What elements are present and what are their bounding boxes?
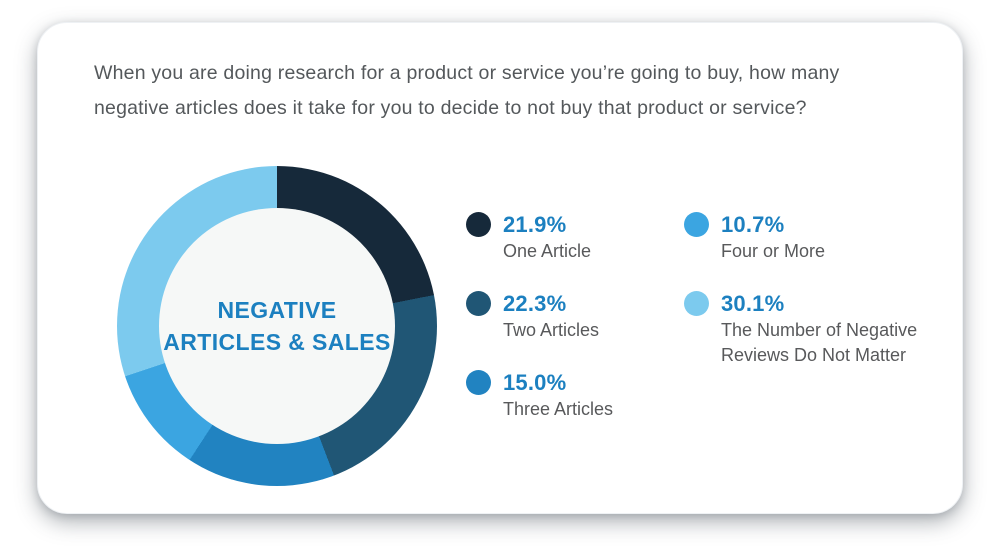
survey-question: When you are doing research for a produc…	[94, 56, 840, 126]
legend-item-one-article: 21.9% One Article	[466, 211, 666, 264]
legend-text: 15.0% Three Articles	[503, 369, 613, 422]
legend-text: 30.1% The Number of Negative Reviews Do …	[721, 290, 924, 368]
legend-percent: 21.9%	[503, 212, 567, 237]
legend-text: 10.7% Four or More	[721, 211, 825, 264]
legend-dot-icon	[466, 370, 491, 395]
donut-center-label-line-2: ARTICLES & SALES	[163, 329, 391, 355]
legend-label: Four or More	[721, 241, 826, 261]
survey-result-card: When you are doing research for a produc…	[37, 22, 963, 514]
donut-center-label-line-1: NEGATIVE	[217, 297, 337, 323]
question-line-2: negative articles does it take for you t…	[94, 97, 807, 119]
legend-dot-icon	[684, 212, 709, 237]
legend-percent: 22.3%	[503, 291, 567, 316]
legend-dot-icon	[684, 291, 709, 316]
legend-label: Two Articles	[503, 320, 600, 340]
legend-dot-icon	[466, 212, 491, 237]
legend-item-three-articles: 15.0% Three Articles	[466, 369, 666, 422]
legend-item-two-articles: 22.3% Two Articles	[466, 290, 666, 343]
legend-item-reviews-do-not-matter: 30.1% The Number of Negative Reviews Do …	[684, 290, 924, 368]
donut-chart: NEGATIVE ARTICLES & SALES	[117, 166, 437, 486]
legend-label: The Number of Negative Reviews Do Not Ma…	[721, 320, 918, 365]
legend-percent: 30.1%	[721, 291, 785, 316]
donut-hole: NEGATIVE ARTICLES & SALES	[159, 208, 395, 444]
legend-dot-icon	[466, 291, 491, 316]
legend-column-2: 10.7% Four or More 30.1% The Number of N…	[684, 211, 924, 368]
legend-label: One Article	[503, 241, 592, 261]
legend-label: Three Articles	[503, 399, 614, 419]
legend-percent: 10.7%	[721, 212, 785, 237]
question-line-1: When you are doing research for a produc…	[94, 62, 840, 84]
legend-column-1: 21.9% One Article 22.3% Two Articles 15.…	[466, 211, 666, 422]
legend-text: 21.9% One Article	[503, 211, 591, 264]
legend-item-four-or-more: 10.7% Four or More	[684, 211, 924, 264]
legend-text: 22.3% Two Articles	[503, 290, 599, 343]
legend-percent: 15.0%	[503, 370, 567, 395]
